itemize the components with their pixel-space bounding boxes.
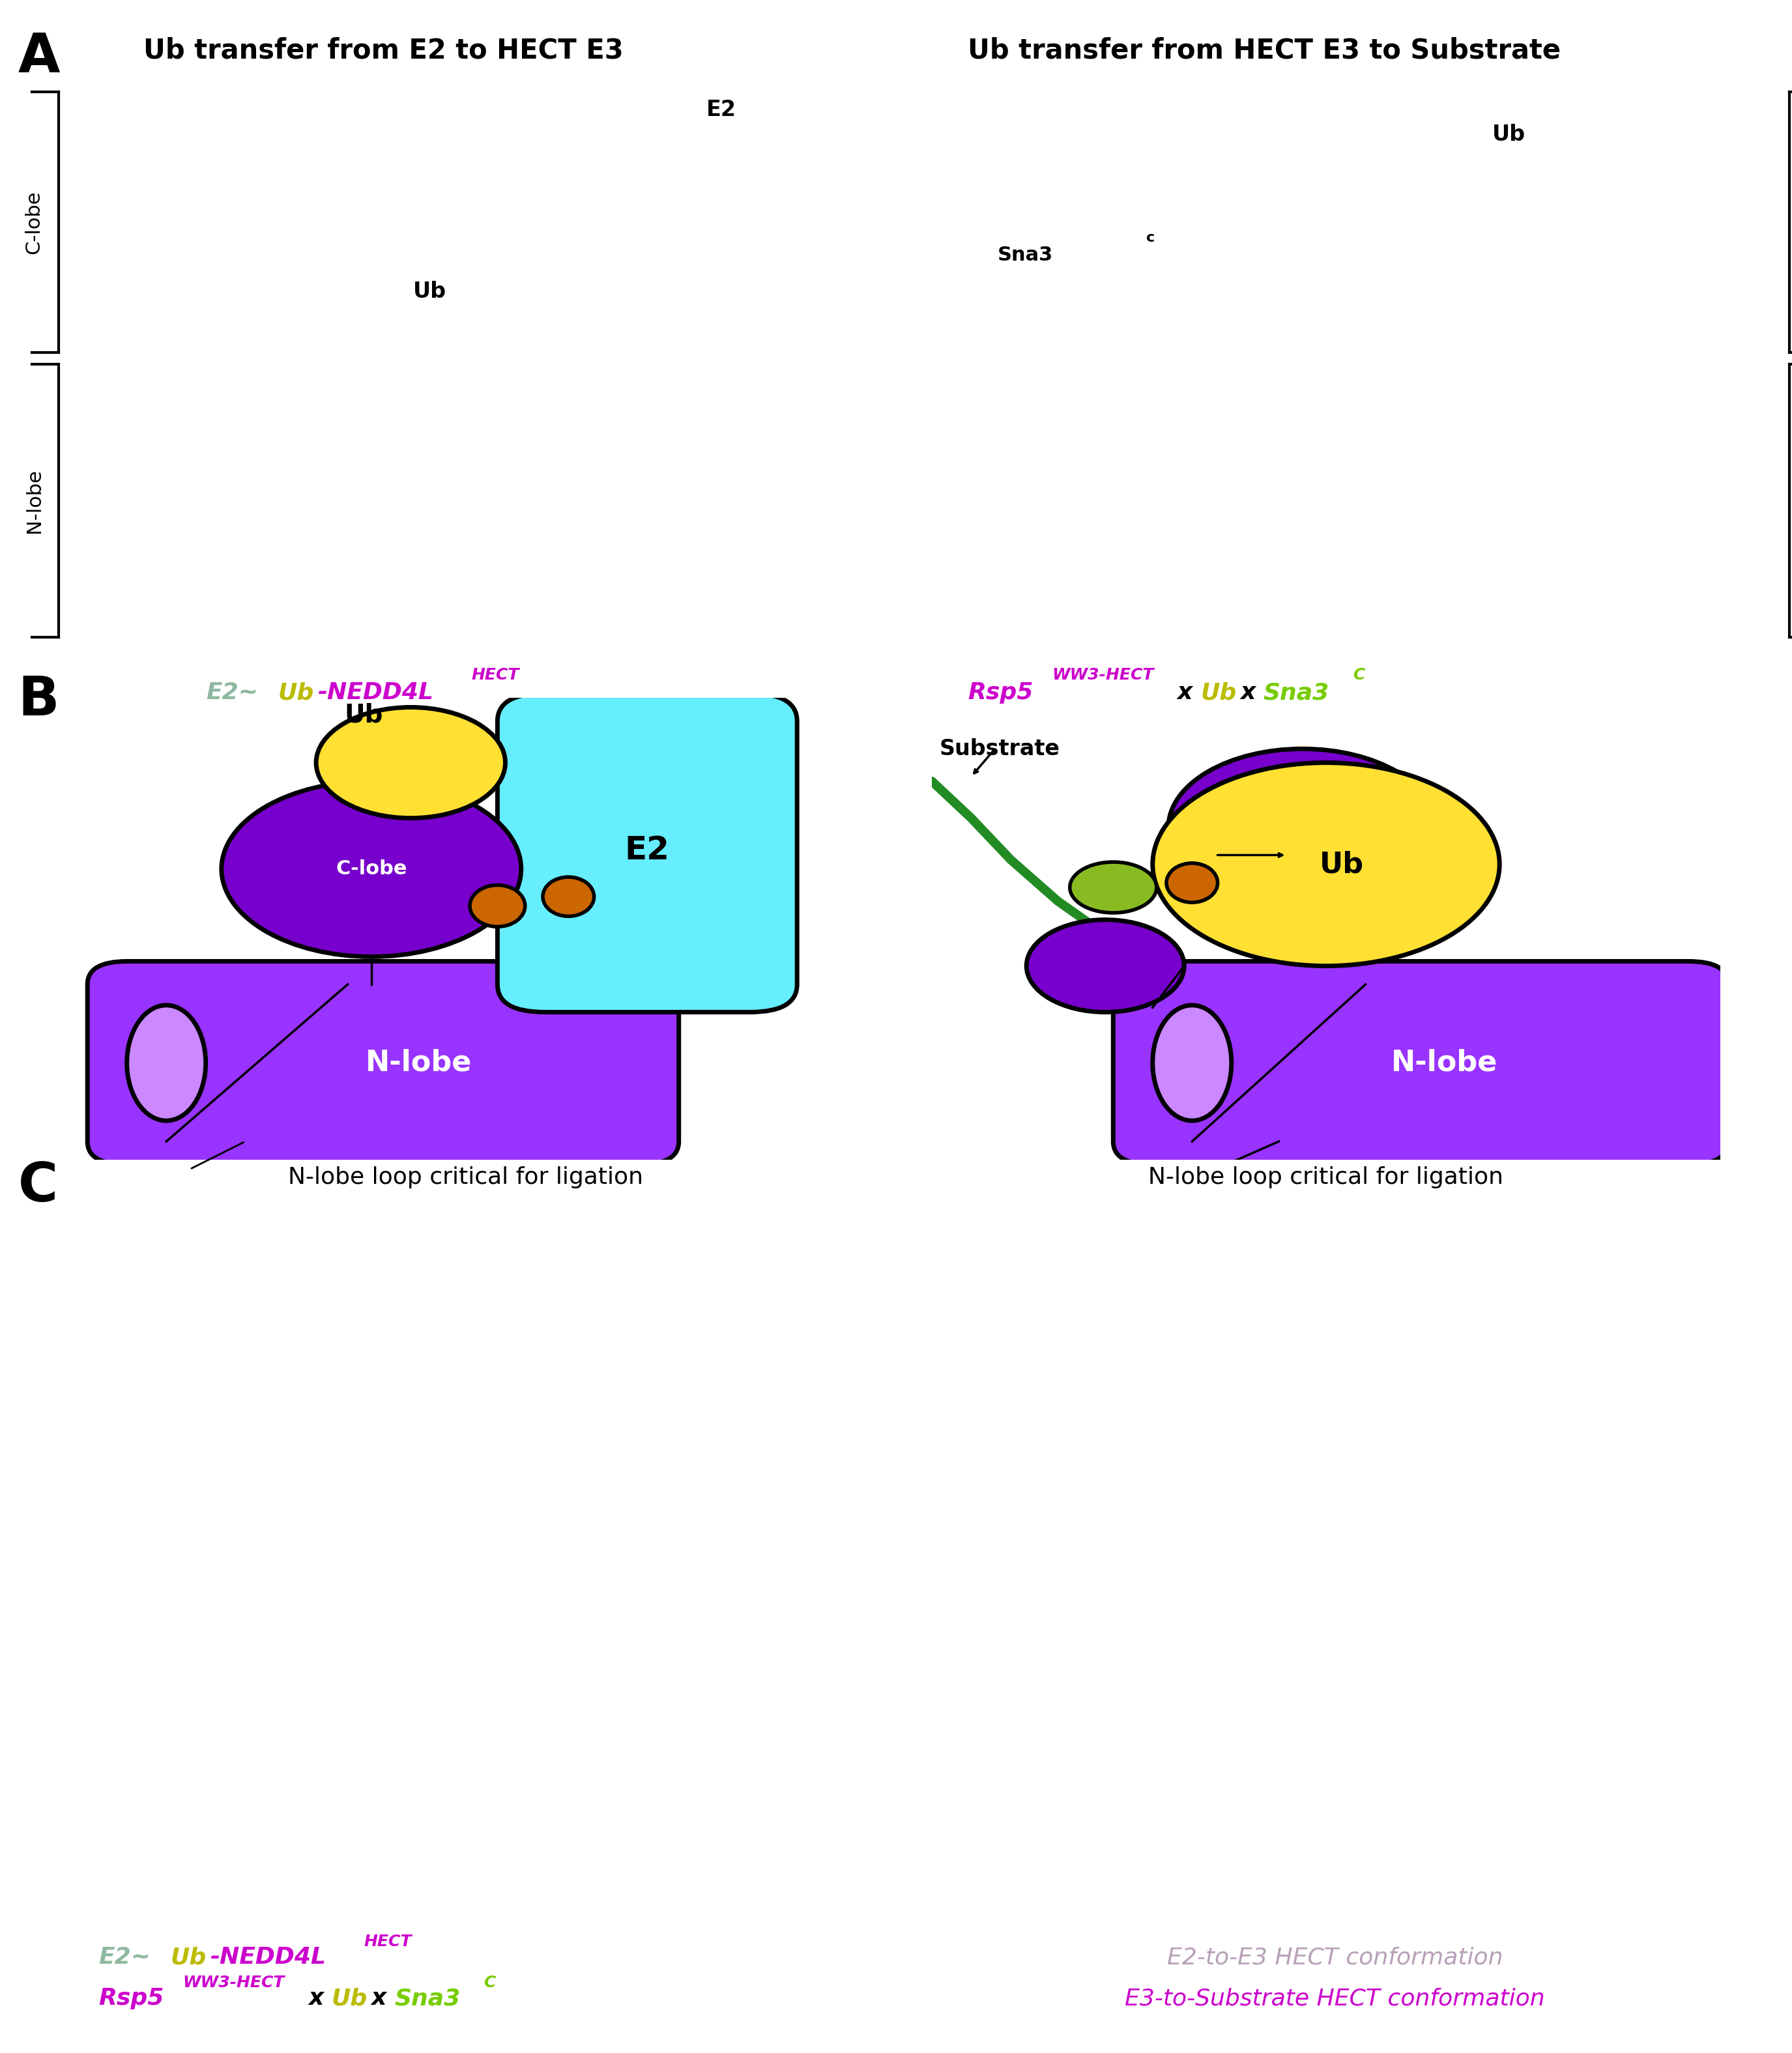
Circle shape: [222, 780, 521, 957]
Text: Ub transfer from E2 to HECT E3: Ub transfer from E2 to HECT E3: [143, 37, 624, 64]
FancyBboxPatch shape: [88, 961, 679, 1164]
Text: Rsp5: Rsp5: [968, 682, 1032, 704]
Text: B: B: [18, 673, 59, 727]
Text: C-lobe: C-lobe: [335, 860, 407, 879]
Circle shape: [1027, 920, 1185, 1012]
Ellipse shape: [543, 877, 593, 916]
Text: HECT: HECT: [471, 667, 520, 684]
Text: C: C: [18, 1160, 57, 1213]
Text: WW3-HECT: WW3-HECT: [1052, 667, 1154, 684]
Text: c: c: [1147, 232, 1154, 244]
Ellipse shape: [1167, 862, 1219, 903]
Circle shape: [1168, 749, 1437, 905]
Text: E3-to-Substrate HECT conformation: E3-to-Substrate HECT conformation: [1125, 1987, 1545, 2010]
Text: x: x: [371, 1987, 385, 2010]
Text: Sna3: Sna3: [998, 246, 1054, 265]
Text: Ub: Ub: [414, 281, 446, 302]
Text: C-lobe: C-lobe: [25, 191, 43, 255]
Text: Ub: Ub: [1201, 682, 1236, 704]
Text: x: x: [1240, 682, 1254, 704]
Text: N-lobe loop critical for ligation: N-lobe loop critical for ligation: [1149, 1166, 1503, 1189]
Text: N-lobe: N-lobe: [366, 1049, 471, 1078]
FancyBboxPatch shape: [498, 694, 797, 1012]
Text: Sna3: Sna3: [394, 1987, 461, 2010]
Text: N-lobe loop critical for ligation: N-lobe loop critical for ligation: [289, 1166, 643, 1189]
Ellipse shape: [1152, 1006, 1231, 1121]
Text: Ub: Ub: [278, 682, 314, 704]
FancyBboxPatch shape: [1113, 961, 1727, 1164]
Text: Ub: Ub: [332, 1987, 367, 2010]
Text: N-lobe: N-lobe: [1391, 1049, 1498, 1078]
Text: x: x: [308, 1987, 323, 2010]
Text: C: C: [484, 1975, 496, 1991]
Text: Ub: Ub: [170, 1946, 206, 1969]
Ellipse shape: [127, 1006, 206, 1121]
Ellipse shape: [470, 885, 525, 926]
Text: E2~: E2~: [99, 1946, 151, 1969]
Text: A: A: [18, 31, 59, 84]
Text: Ub transfer from HECT E3 to Substrate: Ub transfer from HECT E3 to Substrate: [968, 37, 1561, 64]
Text: Substrate: Substrate: [939, 739, 1061, 760]
Text: E2-to-E3 HECT conformation: E2-to-E3 HECT conformation: [1167, 1946, 1503, 1969]
Circle shape: [315, 706, 505, 817]
Text: WW3-HECT: WW3-HECT: [183, 1975, 285, 1991]
Circle shape: [1152, 764, 1500, 967]
Text: x: x: [1177, 682, 1192, 704]
Text: Ub: Ub: [1319, 850, 1364, 879]
Text: -NEDD4L: -NEDD4L: [317, 682, 434, 704]
Circle shape: [1070, 862, 1156, 914]
Text: E2~: E2~: [206, 682, 258, 704]
Text: HECT: HECT: [364, 1934, 412, 1950]
Text: -NEDD4L: -NEDD4L: [210, 1946, 326, 1969]
Text: E2: E2: [625, 836, 670, 866]
Text: N-lobe: N-lobe: [25, 468, 43, 534]
Text: E2: E2: [706, 99, 737, 121]
Text: Ub: Ub: [344, 702, 383, 727]
Text: Sna3: Sna3: [1263, 682, 1330, 704]
Text: Ub: Ub: [1493, 123, 1525, 146]
Text: C: C: [1353, 667, 1366, 684]
Text: Rsp5: Rsp5: [99, 1987, 165, 2010]
